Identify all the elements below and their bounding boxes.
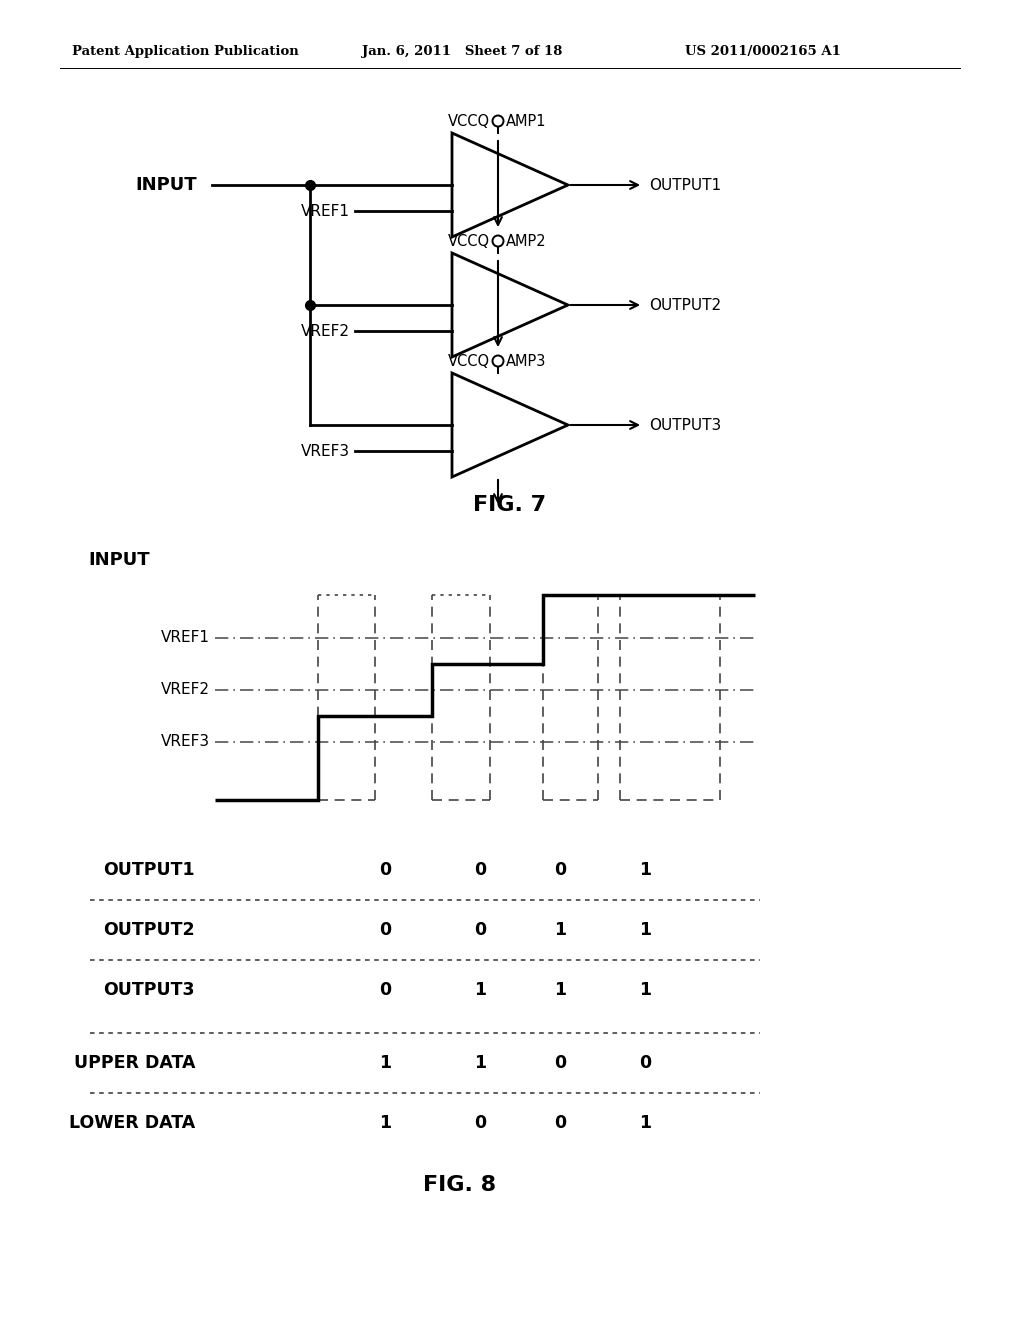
Text: AMP3: AMP3 (506, 354, 547, 368)
Text: 1: 1 (639, 861, 651, 879)
Text: Patent Application Publication: Patent Application Publication (72, 45, 299, 58)
Text: VREF3: VREF3 (161, 734, 210, 750)
Text: 0: 0 (379, 981, 391, 999)
Text: VCCQ: VCCQ (447, 354, 490, 368)
Text: LOWER DATA: LOWER DATA (69, 1114, 195, 1133)
Text: 1: 1 (639, 1114, 651, 1133)
Text: 1: 1 (379, 1114, 391, 1133)
Text: 1: 1 (474, 1053, 486, 1072)
Text: FIG. 7: FIG. 7 (473, 495, 547, 515)
Text: OUTPUT2: OUTPUT2 (103, 921, 195, 939)
Text: VREF1: VREF1 (161, 631, 210, 645)
Text: 0: 0 (474, 921, 486, 939)
Text: VCCQ: VCCQ (447, 114, 490, 128)
Text: VCCQ: VCCQ (447, 234, 490, 248)
Text: 1: 1 (379, 1053, 391, 1072)
Text: VREF1: VREF1 (301, 203, 350, 219)
Text: 0: 0 (474, 861, 486, 879)
Text: FIG. 8: FIG. 8 (424, 1175, 497, 1195)
Text: 0: 0 (379, 861, 391, 879)
Text: VREF2: VREF2 (161, 682, 210, 697)
Text: 1: 1 (639, 921, 651, 939)
Text: 0: 0 (379, 921, 391, 939)
Text: OUTPUT1: OUTPUT1 (649, 177, 721, 193)
Text: 0: 0 (554, 861, 566, 879)
Text: 0: 0 (639, 1053, 651, 1072)
Text: 1: 1 (474, 981, 486, 999)
Text: AMP1: AMP1 (506, 114, 547, 128)
Text: Jan. 6, 2011   Sheet 7 of 18: Jan. 6, 2011 Sheet 7 of 18 (362, 45, 562, 58)
Text: 1: 1 (554, 921, 566, 939)
Text: UPPER DATA: UPPER DATA (74, 1053, 195, 1072)
Text: 1: 1 (639, 981, 651, 999)
Text: OUTPUT2: OUTPUT2 (649, 297, 721, 313)
Text: OUTPUT1: OUTPUT1 (103, 861, 195, 879)
Text: 1: 1 (554, 981, 566, 999)
Text: 0: 0 (474, 1114, 486, 1133)
Text: 0: 0 (554, 1053, 566, 1072)
Text: OUTPUT3: OUTPUT3 (649, 417, 721, 433)
Text: INPUT: INPUT (88, 550, 150, 569)
Text: INPUT: INPUT (135, 176, 197, 194)
Text: 0: 0 (554, 1114, 566, 1133)
Text: VREF3: VREF3 (301, 444, 350, 458)
Text: US 2011/0002165 A1: US 2011/0002165 A1 (685, 45, 841, 58)
Text: VREF2: VREF2 (301, 323, 350, 338)
Text: OUTPUT3: OUTPUT3 (103, 981, 195, 999)
Text: AMP2: AMP2 (506, 234, 547, 248)
